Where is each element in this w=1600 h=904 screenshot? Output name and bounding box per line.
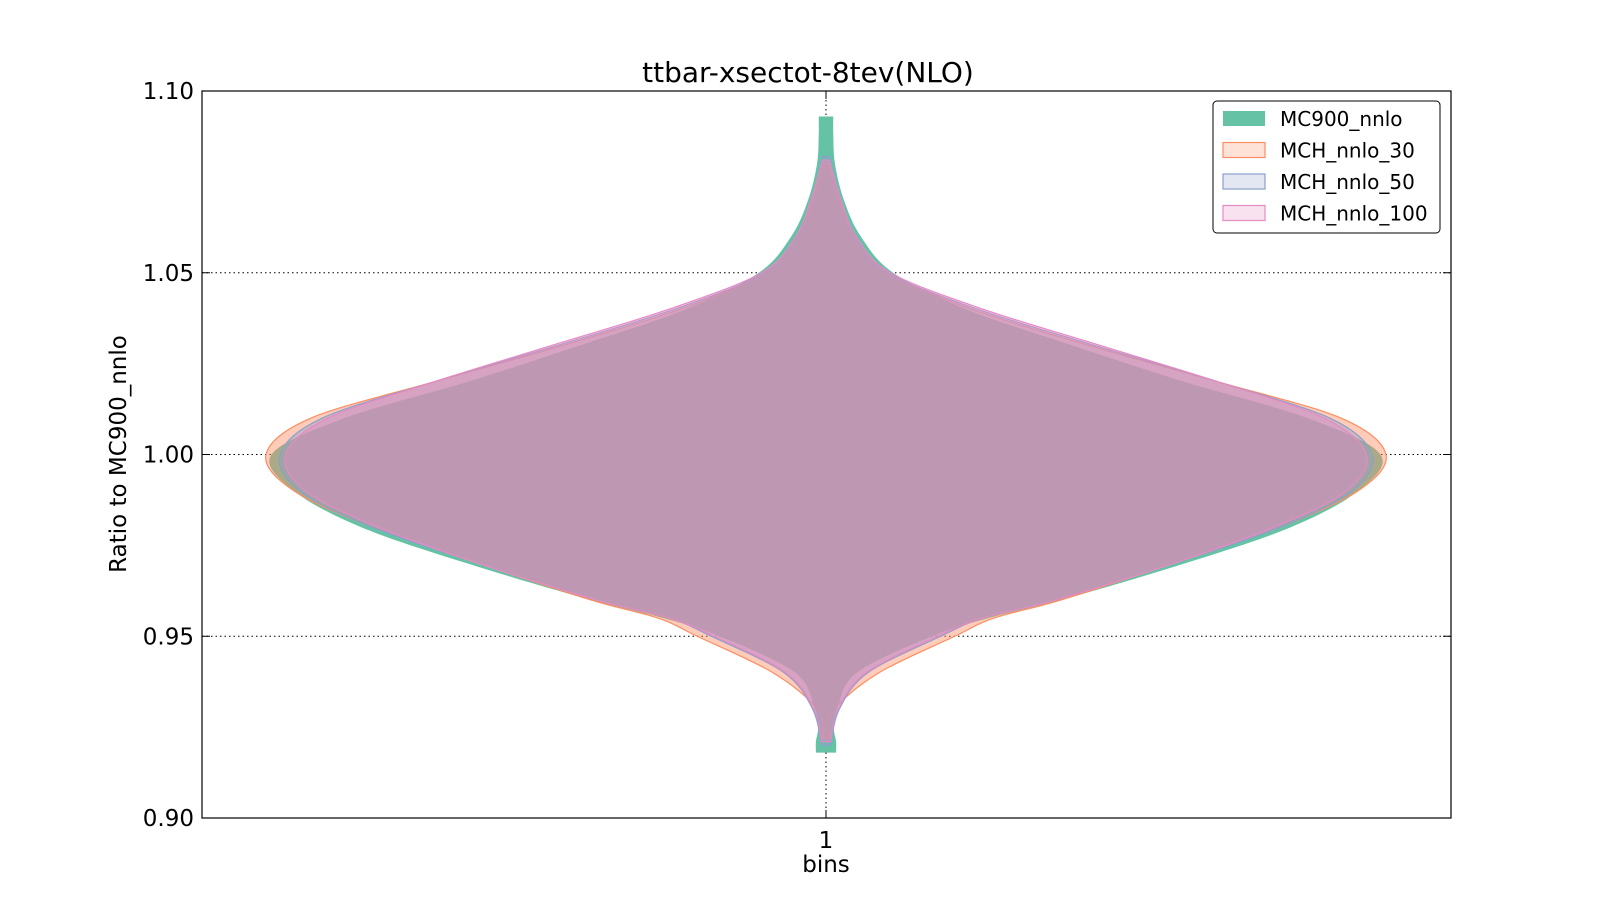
legend-swatch bbox=[1222, 204, 1266, 222]
legend-swatch bbox=[1223, 111, 1265, 126]
x-tick-labels: 1 bbox=[819, 828, 834, 854]
legend-frame bbox=[1212, 100, 1441, 234]
legend-swatch bbox=[1222, 173, 1266, 190]
legend-label: MCH_nnlo_50 bbox=[1280, 170, 1415, 194]
y-tick-label: 0.95 bbox=[143, 624, 194, 650]
x-axis-label: bins bbox=[802, 852, 850, 878]
y-tick-label: 1.00 bbox=[143, 443, 194, 469]
axis-ticks bbox=[202, 90, 1451, 819]
legend-label: MCH_nnlo_30 bbox=[1280, 139, 1415, 163]
violin-mch-nnlo-100 bbox=[284, 159, 1368, 743]
legend-items: MC900_nnlo MCH_nnlo_30 MCH_nnlo_50 MCH_nnlo… bbox=[1222, 107, 1428, 226]
x-tick-label: 1 bbox=[819, 828, 834, 854]
y-axis-label: Ratio to MC900_nnlo bbox=[106, 335, 132, 573]
legend-label: MC900_nnlo bbox=[1280, 107, 1403, 131]
chart-title: ttbar-xsectot-8tev(NLO) bbox=[642, 56, 974, 89]
violin-layer bbox=[265, 116, 1387, 753]
y-tick-label: 1.05 bbox=[143, 261, 194, 287]
y-tick-labels: 0.90 0.95 1.00 1.05 1.10 bbox=[143, 79, 194, 832]
violin-mc900-nnlo bbox=[269, 116, 1383, 753]
legend: MC900_nnlo MCH_nnlo_30 MCH_nnlo_50 MCH_nnlo… bbox=[1212, 100, 1441, 234]
legend-swatch bbox=[1222, 141, 1266, 159]
legend-label: MCH_nnlo_100 bbox=[1280, 202, 1428, 226]
y-tick-label: 0.90 bbox=[143, 806, 194, 832]
y-tick-label: 1.10 bbox=[143, 79, 194, 105]
